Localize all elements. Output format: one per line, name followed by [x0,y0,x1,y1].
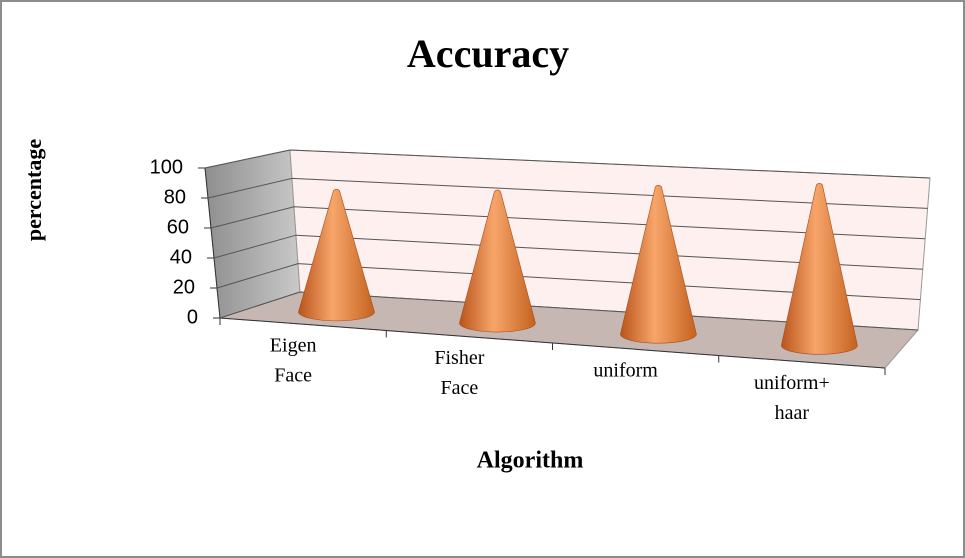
grid-line [216,263,921,301]
cone-body [781,183,858,355]
grid-line [210,206,926,240]
grid-line [207,177,928,209]
grid-line [213,234,923,270]
cone-body [298,188,375,322]
y-axis-label: percentage [21,139,46,241]
x-tick-label: Eigen Face [270,334,317,386]
side-wall [204,149,301,319]
grid-line [219,291,919,331]
y-tick-label: 0 [187,306,198,328]
y-tick-label: 60 [167,216,189,238]
y-tick-label: 40 [170,246,192,268]
y-tick-label: 80 [164,186,186,208]
cone-body [620,184,697,344]
x-tick-label: Fisher Face [434,346,484,398]
y-tick-label: 20 [173,276,195,298]
x-tick-label: uniform+ haar [754,371,830,423]
grid-line [204,149,931,179]
y-tick-label: 100 [150,156,183,178]
cone [781,183,858,355]
cone [620,184,697,344]
x-axis-label: Algorithm [477,448,584,474]
chart-title: Accuracy [407,31,569,76]
cone [459,189,536,333]
x-tick-label: uniform [593,359,658,381]
cone-body [459,189,536,333]
axis-line [204,167,221,319]
cone [298,188,375,322]
